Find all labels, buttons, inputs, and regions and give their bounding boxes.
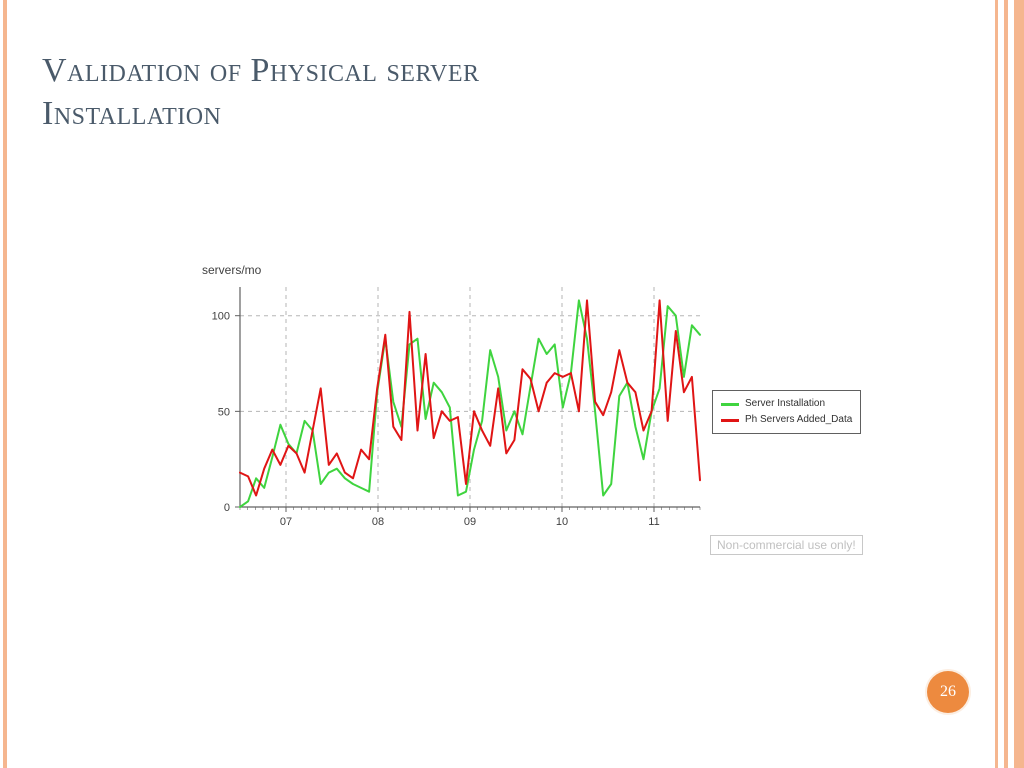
legend-item: Server Installation bbox=[721, 396, 852, 412]
legend-label: Server Installation bbox=[745, 396, 825, 412]
frame-bar bbox=[995, 0, 998, 768]
frame-bar bbox=[998, 0, 1004, 768]
line-chart: 0 50 100 07 08 09 10 11 bbox=[190, 275, 710, 535]
frame-bar bbox=[1008, 0, 1014, 768]
slide-title: Validation of Physical server Installati… bbox=[42, 50, 902, 135]
svg-text:08: 08 bbox=[372, 516, 384, 528]
legend-swatch bbox=[721, 419, 739, 422]
page-number-badge: 26 bbox=[927, 671, 969, 713]
svg-text:50: 50 bbox=[218, 406, 230, 418]
frame-bar bbox=[1004, 0, 1008, 768]
legend-item: Ph Servers Added_Data bbox=[721, 412, 852, 428]
svg-text:11: 11 bbox=[648, 516, 659, 528]
watermark-label: Non-commercial use only! bbox=[710, 535, 863, 555]
svg-text:10: 10 bbox=[556, 516, 568, 528]
slide-title-line1: Validation of Physical server bbox=[42, 50, 902, 93]
chart-container: servers/mo 0501000708091011 bbox=[190, 275, 710, 540]
svg-text:100: 100 bbox=[212, 311, 230, 323]
frame-bar bbox=[3, 0, 7, 768]
watermark-text: Non-commercial use only! bbox=[717, 538, 856, 552]
chart-legend: Server InstallationPh Servers Added_Data bbox=[712, 390, 861, 434]
slide-title-line2: Installation bbox=[42, 93, 902, 136]
legend-label: Ph Servers Added_Data bbox=[745, 412, 852, 428]
legend-swatch bbox=[721, 403, 739, 406]
svg-text:07: 07 bbox=[280, 516, 292, 528]
y-axis-label: servers/mo bbox=[202, 263, 261, 277]
svg-text:0: 0 bbox=[224, 502, 230, 514]
page-number: 26 bbox=[940, 683, 956, 701]
svg-text:09: 09 bbox=[464, 516, 476, 528]
frame-bar bbox=[1014, 0, 1024, 768]
